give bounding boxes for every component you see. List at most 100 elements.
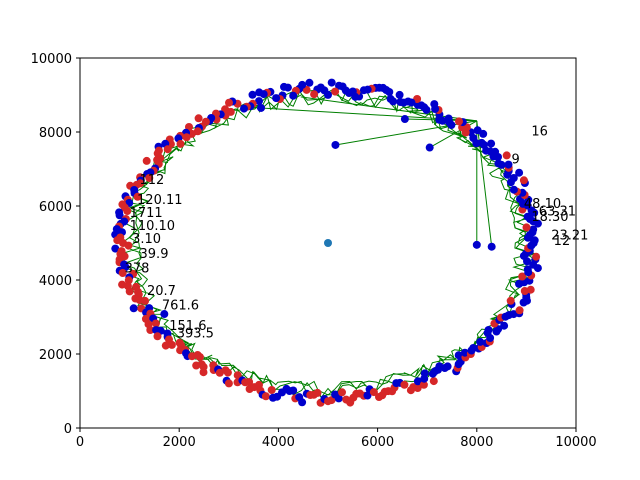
ring-point-299 <box>420 369 429 378</box>
ring-point-88 <box>331 87 340 96</box>
plot-area <box>111 78 542 407</box>
ring-point-296 <box>413 377 422 386</box>
ring-point-243 <box>233 371 242 380</box>
ring-point-297 <box>419 380 428 389</box>
ring-point-26 <box>515 168 524 177</box>
ring-point-181 <box>124 241 133 250</box>
inner-point-2 <box>425 143 434 152</box>
ring-point-267 <box>313 388 322 397</box>
ring-point-311 <box>454 351 463 360</box>
ring-point-80 <box>359 86 368 95</box>
ring-point-39 <box>487 139 496 148</box>
ring-point-182 <box>111 244 120 253</box>
ring-point-102 <box>280 82 288 91</box>
ring-point-328 <box>500 321 509 330</box>
ring-point-10 <box>523 212 532 221</box>
ring-point-335 <box>515 306 524 315</box>
inner-point-7 <box>351 92 360 101</box>
point-label-13: 63.31 <box>539 204 576 219</box>
ring-point-263 <box>298 398 307 407</box>
ring-point-220 <box>161 341 170 350</box>
ring-point-242 <box>224 379 233 388</box>
ring-point-128 <box>194 114 203 123</box>
inner-point-3 <box>472 240 481 249</box>
ring-point-70 <box>395 90 404 99</box>
ring-point-60 <box>430 100 439 109</box>
ring-point-51 <box>455 117 463 126</box>
inner-point-6 <box>160 310 169 319</box>
ring-point-355 <box>532 252 541 261</box>
ring-point-87 <box>335 81 343 90</box>
ring-point-100 <box>289 91 298 100</box>
x-tick-label-5: 10000 <box>555 435 596 450</box>
y-tick-label-3: 6000 <box>39 200 72 215</box>
point-label-0: 120.11 <box>137 193 183 208</box>
ring-point-94 <box>310 90 319 99</box>
ring-point-109 <box>255 88 264 97</box>
ring-point-273 <box>334 394 343 403</box>
point-label-12: 18.30 <box>531 210 568 225</box>
point-label-8: 761.6 <box>162 299 199 314</box>
ring-point-95 <box>305 78 314 87</box>
point-label-17: 9 <box>512 152 520 167</box>
ring-point-204 <box>129 304 138 313</box>
ring-point-170 <box>115 211 124 220</box>
y-tick-label-4: 8000 <box>39 126 72 141</box>
ring-point-89 <box>327 78 336 87</box>
point-label-1: 112 <box>140 173 165 188</box>
ring-point-203 <box>141 296 150 305</box>
ring-point-292 <box>400 380 409 389</box>
ring-point-54 <box>444 114 453 123</box>
y-tick-label-2: 4000 <box>39 274 72 289</box>
point-label-10: 393.5 <box>177 326 214 341</box>
ring-point-5 <box>529 225 538 234</box>
ring-point-347 <box>518 272 527 281</box>
point-label-15: 12 <box>554 234 571 249</box>
ring-point-138 <box>176 139 185 148</box>
y-tick-label-5: 10000 <box>31 52 72 67</box>
ring-point-198 <box>125 287 134 296</box>
ring-point-154 <box>145 174 154 182</box>
point-label-5: 39.9 <box>140 247 169 262</box>
y-tick-label-1: 2000 <box>39 348 72 363</box>
inner-point-1 <box>400 115 409 124</box>
ring-point-253 <box>261 392 270 401</box>
ring-point-281 <box>363 391 372 400</box>
inner-point-4 <box>487 242 496 251</box>
ring-point-234 <box>199 368 208 377</box>
ring-point-25 <box>509 174 518 182</box>
inner-point-0 <box>331 140 340 149</box>
inner-point-5 <box>519 251 528 260</box>
ring-point-162 <box>133 192 142 201</box>
ring-point-168 <box>123 207 132 215</box>
center-point <box>324 239 332 247</box>
axes-frame <box>79 57 577 429</box>
ring-point-23 <box>519 176 528 185</box>
ring-point-221 <box>167 340 176 349</box>
ring-point-283 <box>369 388 378 397</box>
ring-point-64 <box>413 100 422 109</box>
x-tick-label-2: 4000 <box>262 435 295 450</box>
ring-point-33 <box>502 151 511 160</box>
ring-point-191 <box>118 269 127 277</box>
ring-point-359 <box>527 241 536 250</box>
ring-point-295 <box>413 384 422 392</box>
ring-point-142 <box>163 145 172 154</box>
point-label-3: 110.10 <box>130 219 176 234</box>
axes: 0 2000 4000 6000 8000 10000 0 2000 4000 6000 8000 1… <box>31 52 597 450</box>
ring-point-274 <box>338 388 346 397</box>
ring-point-254 <box>267 386 276 394</box>
ring-point-110 <box>255 97 263 106</box>
ring-point-247 <box>245 378 254 386</box>
ring-point-212 <box>151 319 160 328</box>
ring-point-216 <box>153 332 162 341</box>
ring-point-45 <box>473 126 482 135</box>
ring-point-240 <box>223 368 232 377</box>
ring-point-300 <box>429 377 438 386</box>
ring-point-149 <box>142 156 151 165</box>
point-label-7: 20.7 <box>147 284 176 299</box>
ring-point-213 <box>146 326 155 334</box>
ring-point-115 <box>240 104 248 113</box>
